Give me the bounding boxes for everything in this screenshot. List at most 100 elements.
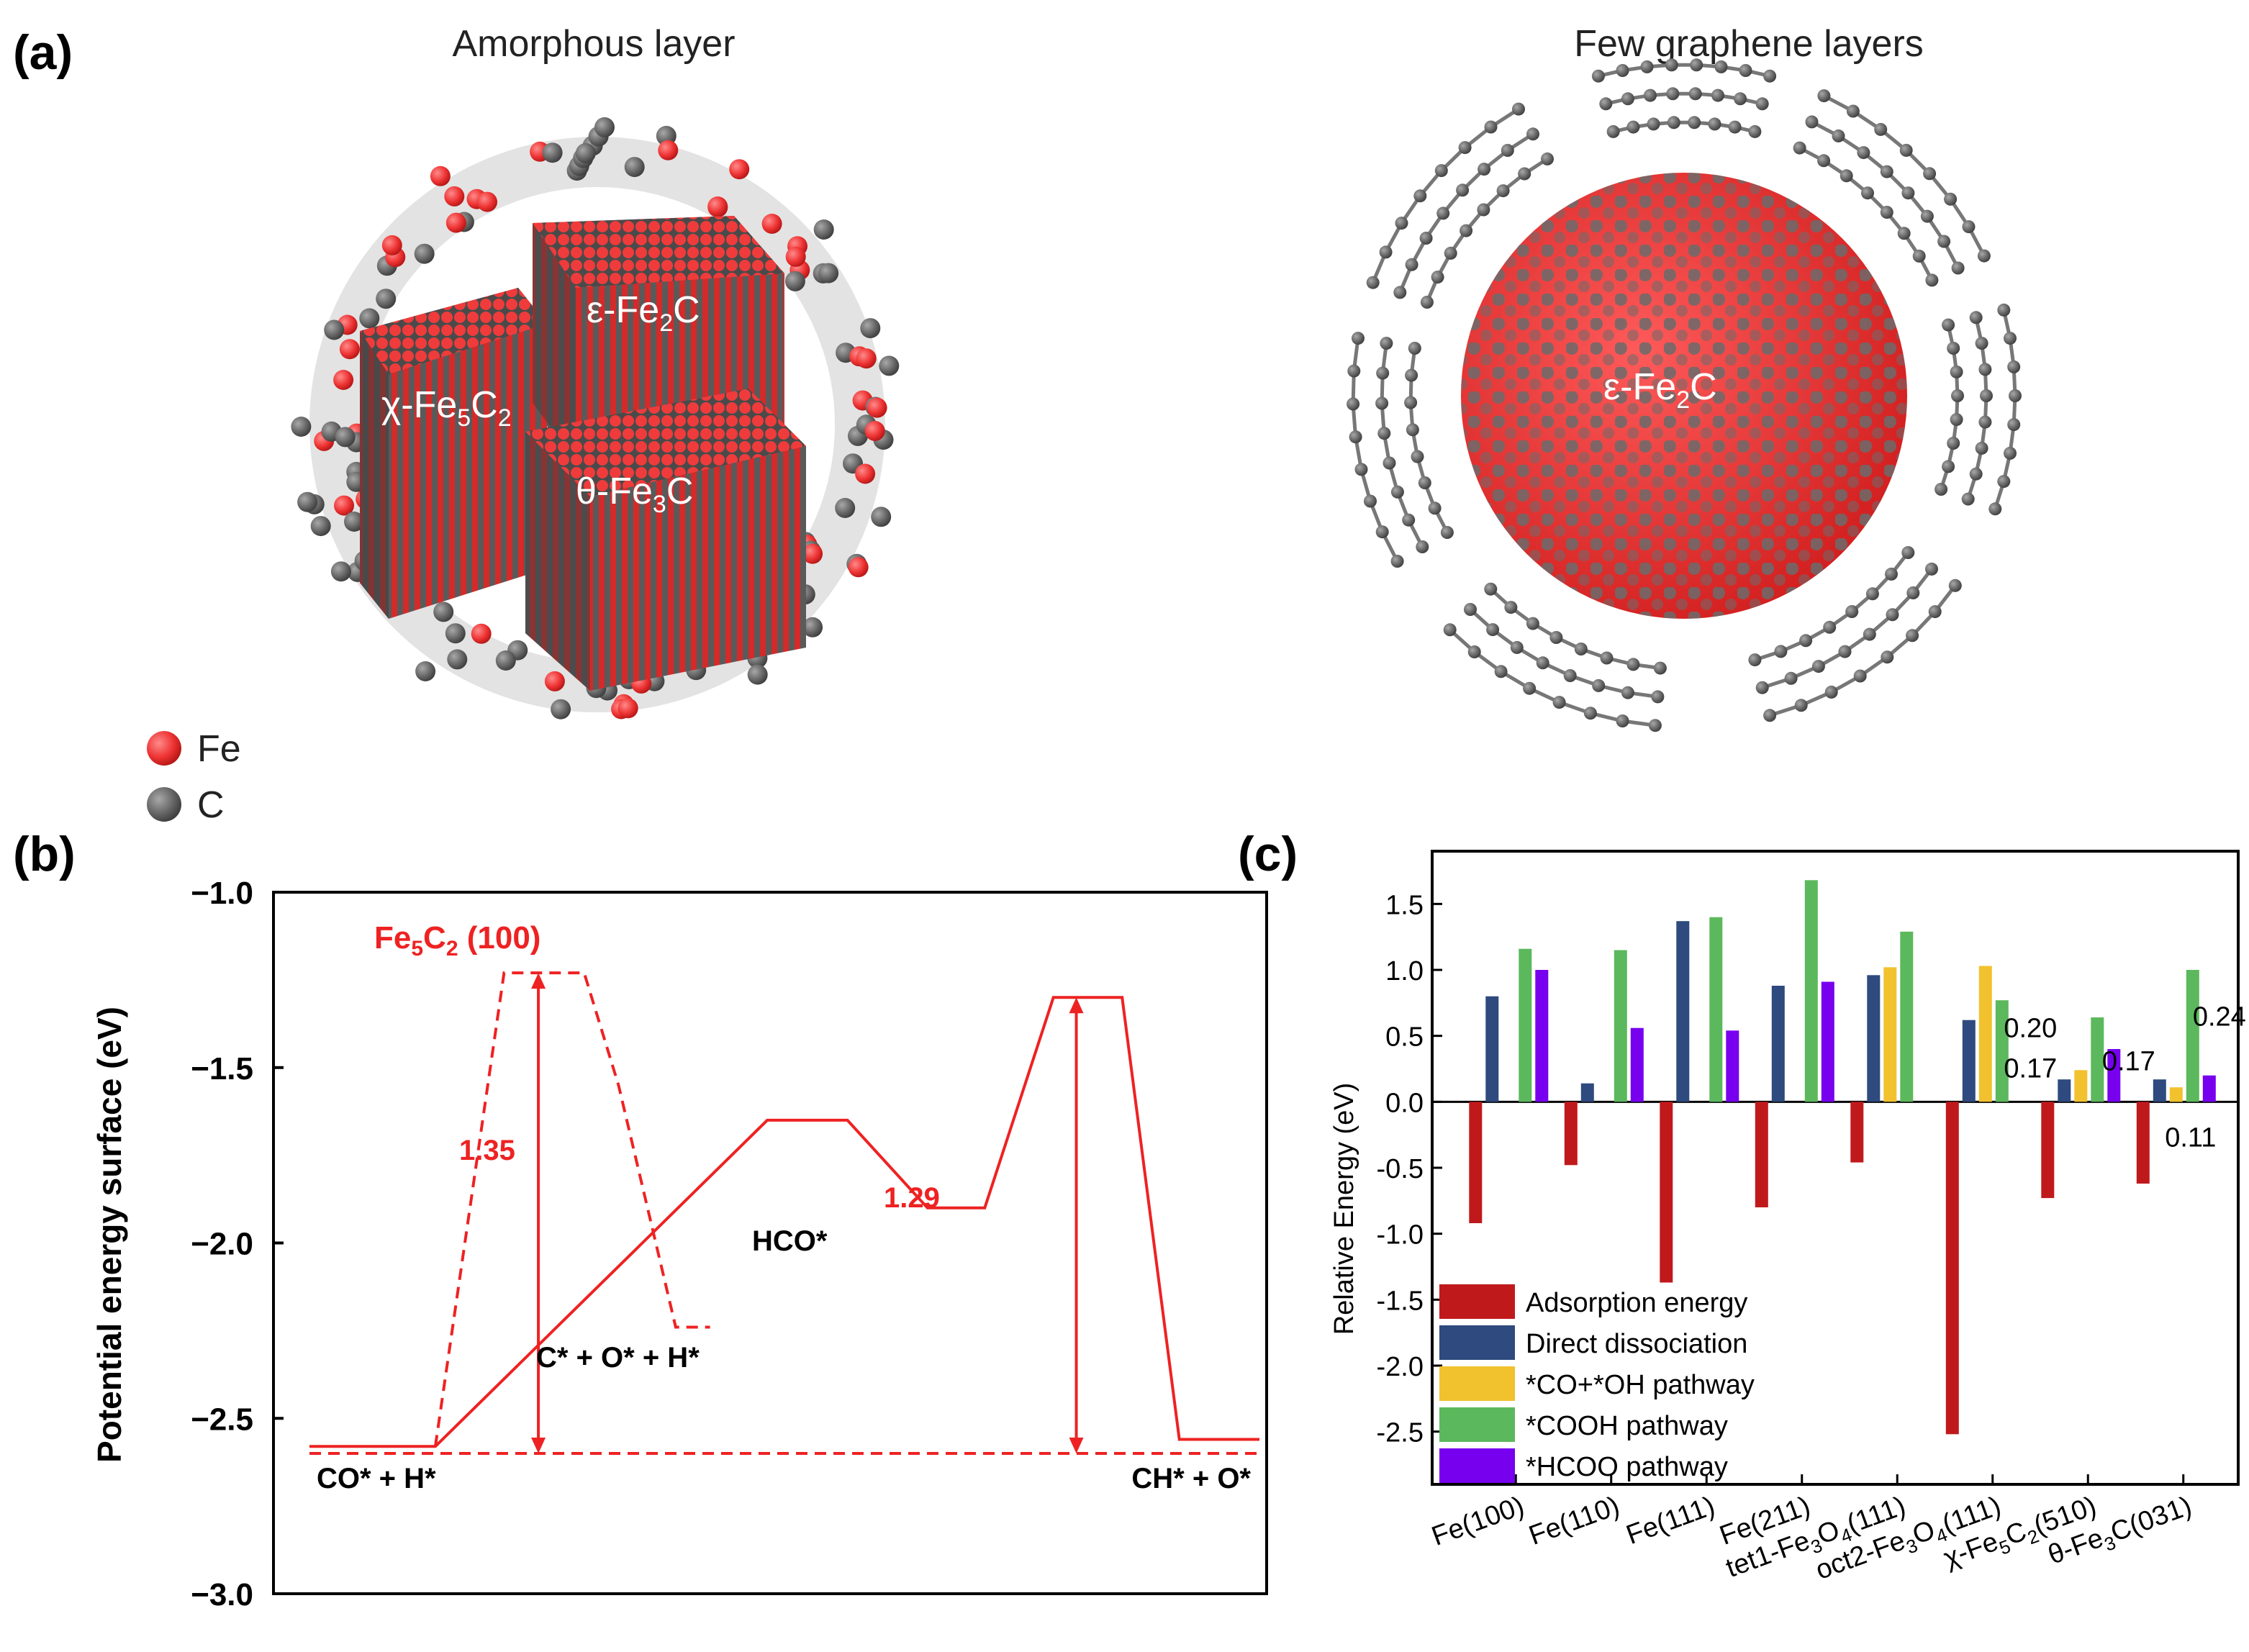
graphene-carbon-atom (1606, 124, 1620, 138)
graphene-carbon-atom (1947, 342, 1960, 355)
graphene-carbon-atom (1436, 206, 1450, 220)
panel-c-bars (1469, 880, 2216, 1484)
graphene-carbon-atom (1901, 186, 1915, 200)
graphene-carbon-atom (2004, 332, 2017, 345)
panel-c: (c) Relative Energy (eV) 1.5 1.0 0.5 0.0 -0.… (1238, 827, 2246, 1586)
shell-atom (551, 699, 571, 720)
shell-atom (544, 671, 565, 691)
shell-atom (447, 649, 468, 670)
c-category-label: Fe(111) (1622, 1491, 1719, 1551)
graphene-carbon-atom (1997, 475, 2011, 489)
graphene-carbon-atom (1748, 653, 1762, 667)
bar (1564, 1102, 1578, 1166)
c-data-label: 0.17 (2004, 1054, 2057, 1084)
bar (1804, 880, 1818, 1102)
graphene-carbon-atom (1644, 88, 1657, 102)
bar (1867, 975, 1881, 1102)
shell-atom (324, 319, 345, 340)
graphene-carbon-atom (1377, 427, 1391, 440)
shell-atom (477, 191, 497, 212)
graphene-carbon-atom (1937, 235, 1951, 248)
c-ytick-label: -2.0 (1377, 1352, 1424, 1382)
shell-atom (381, 235, 402, 255)
graphene-carbon-atom (1653, 661, 1667, 675)
graphene-carbon-atom (1406, 423, 1419, 437)
graphene-carbon-atom (1510, 640, 1524, 654)
graphene-carbon-atom (1467, 645, 1481, 658)
shell-atom (430, 165, 451, 186)
state-c-o-h-label: C* + O* + H* (536, 1342, 700, 1374)
graphene-particle-illustration: ε-Fe2C (1347, 58, 2022, 732)
c-ytick-label: -1.5 (1377, 1286, 1424, 1316)
shell-atom (617, 698, 638, 719)
graphene-carbon-atom (1823, 620, 1837, 634)
graphene-carbon-atom (1574, 643, 1588, 655)
graphene-carbon-atom (1711, 88, 1724, 102)
graphene-carbon-atom (1440, 526, 1454, 539)
c-data-label: 0.17 (2102, 1046, 2155, 1076)
graphene-carbon-atom (1504, 601, 1518, 614)
shell-atom (310, 516, 331, 537)
graphene-carbon-atom (1484, 582, 1498, 596)
graphene-carbon-atom (2004, 446, 2017, 460)
graphene-carbon-atom (1714, 60, 1728, 73)
legend-swatch (1439, 1366, 1515, 1401)
c-ytick-label: 1.5 (1385, 890, 1424, 920)
graphene-carbon-atom (1838, 645, 1852, 658)
shell-atom (471, 623, 492, 644)
graphene-carbon-atom (1428, 502, 1442, 515)
graphene-carbon-atom (1563, 669, 1577, 682)
shell-atom (802, 617, 823, 637)
graphene-carbon-atom (1405, 258, 1418, 271)
graphene-layers (1347, 58, 2022, 732)
bar (1580, 1083, 1594, 1102)
graphene-carbon-atom (1793, 141, 1806, 155)
shell-atom (658, 140, 679, 160)
graphene-carbon-atom (1458, 141, 1472, 155)
graphene-carbon-atom (1774, 645, 1788, 658)
graphene-carbon-atom (1526, 127, 1539, 141)
graphene-carbon-atom (1352, 332, 1365, 345)
bar (1900, 931, 1914, 1102)
bar (1962, 1020, 1976, 1102)
graphene-carbon-atom (1912, 249, 1926, 263)
bar (2041, 1102, 2055, 1199)
amorphous-layer-title: Amorphous layer (452, 23, 735, 65)
barrier-1-35-label: 1.35 (459, 1135, 515, 1166)
graphene-carbon-atom (1460, 224, 1473, 237)
graphene-carbon-atom (1861, 186, 1874, 200)
graphene-carbon-atom (1621, 92, 1634, 106)
shell-atom (359, 308, 380, 329)
legend-label: Adsorption energy (1526, 1288, 1747, 1318)
b-ytick-label: −1.5 (191, 1051, 253, 1086)
shell-atom (495, 650, 516, 671)
graphene-carbon-atom (1906, 629, 1919, 643)
shell-atom (784, 271, 805, 291)
panel-b: (b) Potential energy surface (eV) −1.0 −… (13, 827, 1268, 1612)
graphene-carbon-atom (1420, 296, 1434, 309)
shell-atom (334, 495, 354, 516)
legend-swatch (1439, 1448, 1515, 1483)
c-data-label: 0.11 (2165, 1122, 2216, 1153)
graphene-carbon-atom (1411, 450, 1424, 463)
panel-b-label: (b) (13, 827, 76, 881)
bar (2169, 1087, 2183, 1102)
barrier-arrow-1-29-head-top (1069, 997, 1084, 1014)
shell-atom (330, 561, 351, 582)
graphene-carbon-atom (1845, 605, 1859, 618)
graphene-carbon-atom (1969, 311, 1983, 324)
atom-legend: Fe C (147, 728, 241, 826)
graphene-carbon-atom (1763, 69, 1777, 83)
graphene-carbon-atom (1349, 430, 1362, 444)
graphene-sheet (1469, 608, 1658, 699)
bar (1535, 970, 1549, 1102)
graphene-carbon-atom (1379, 245, 1393, 259)
graphene-carbon-atom (1434, 164, 1448, 178)
barrier-arrow-1-29-head-bottom (1069, 1438, 1084, 1453)
graphene-carbon-atom (1431, 271, 1444, 284)
graphene-carbon-atom (1865, 587, 1879, 601)
graphene-carbon-atom (1950, 365, 1963, 378)
graphene-carbon-atom (1541, 152, 1554, 165)
shell-atom (414, 243, 435, 264)
graphene-carbon-atom (1708, 117, 1721, 131)
